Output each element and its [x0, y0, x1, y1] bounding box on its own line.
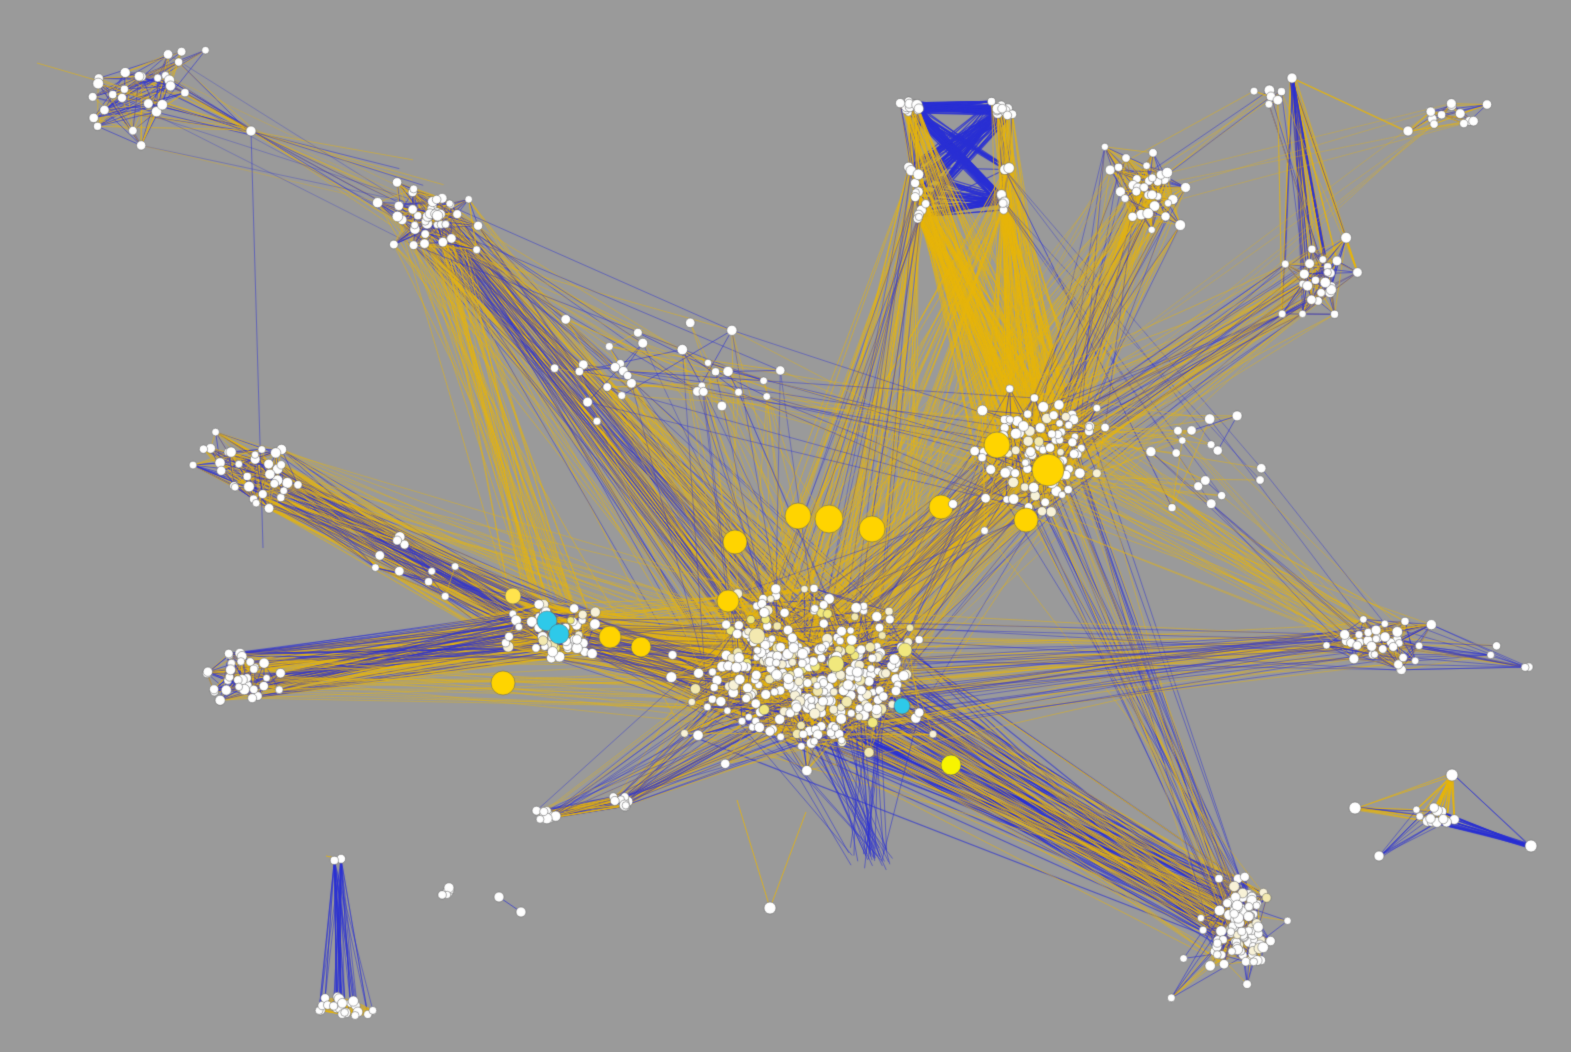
graph-viewport[interactable] — [0, 0, 1571, 1052]
network-graph-canvas[interactable] — [0, 0, 1571, 1052]
